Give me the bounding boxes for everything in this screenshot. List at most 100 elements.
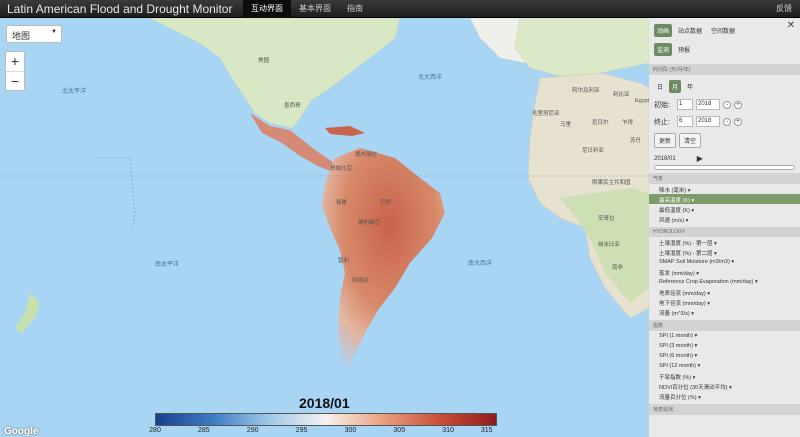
variable-item[interactable]: 最高温度 (K) ▾	[649, 194, 800, 204]
legend-ticks: 280 285 290 295 300 305 310 315	[149, 427, 497, 437]
legend-tick: 310	[442, 427, 454, 434]
label-nigeria: 尼日利亚	[582, 148, 605, 154]
label-egypt: Egypt	[635, 98, 649, 104]
tab-spatial-data[interactable]: 空间数据	[711, 29, 736, 35]
tab-year[interactable]: 年	[687, 85, 694, 91]
label-algeria: 阿尔及利亚	[572, 88, 600, 94]
africa-green-belt	[560, 188, 649, 303]
label-mali: 马里	[560, 122, 572, 128]
section-header: 地表遥测	[649, 404, 800, 415]
start-month-input[interactable]: 1	[677, 99, 693, 110]
label-chad: 乍得	[622, 120, 634, 126]
basemap-value: 地图	[12, 31, 31, 41]
map-view[interactable]: 北太平洋 南太平洋 北大西洋 南大西洋 美國 墨西哥 委內瑞拉 哥倫比亞 秘鲁 …	[0, 18, 649, 437]
label-namibia: 纳米比亚	[598, 242, 621, 248]
variable-item[interactable]: SPI (3 month) ▾	[659, 343, 698, 349]
label-south-africa: 南非	[612, 265, 624, 271]
variable-item[interactable]: 土壤湿度 (%) - 第二层 ▾	[659, 251, 717, 257]
main-nav: 互动界面 基本界面 指南	[243, 0, 371, 18]
variable-item[interactable]: 风速 (m/s) ▾	[659, 218, 689, 224]
legend-tick: 280	[149, 427, 161, 434]
legend-tick: 290	[246, 427, 259, 434]
label-chile: 智利	[338, 258, 350, 264]
variable-item[interactable]: SMAP Soil Moisture (m3/m3) ▾	[659, 259, 735, 265]
end-month-input[interactable]: 6	[677, 116, 693, 127]
south-america-heat	[322, 148, 445, 368]
north-america-landmass	[149, 18, 401, 129]
timeline-slider[interactable]	[654, 165, 795, 170]
tab-guide[interactable]: 指南	[347, 3, 363, 13]
label-north-pacific: 北太平洋	[62, 89, 87, 95]
variable-item[interactable]: 流量百分位 (%) ▾	[659, 395, 701, 401]
variable-item[interactable]: 最低温度 (K) ▾	[659, 208, 695, 214]
zoom-control: + −	[5, 51, 25, 91]
top-navbar: Latin American Flood and Drought Monitor…	[0, 0, 800, 18]
mode-tabs: 动画 站点数据 空间数据	[649, 24, 800, 37]
caret-down-icon: ▼	[51, 29, 57, 35]
plus-icon[interactable]: +	[734, 100, 742, 109]
tab-basic[interactable]: 基本界面	[299, 3, 331, 13]
update-button[interactable]: 更新	[654, 133, 677, 148]
label-mauritania: 毛里塔尼亚	[532, 111, 560, 117]
legend-tick: 305	[393, 427, 406, 434]
zoom-out-button[interactable]: −	[6, 71, 24, 90]
label-niger: 尼日尔	[592, 120, 609, 126]
variable-item[interactable]: NDVI百分位 (30天滑动平均) ▾	[659, 385, 732, 391]
variable-item[interactable]: Reference Crop Evaporation (mm/day) ▾	[659, 279, 758, 285]
tab-station-data[interactable]: 站点数据	[678, 29, 703, 35]
variable-item[interactable]: 干旱指数 (%) ▾	[659, 375, 696, 381]
clear-button[interactable]: 清空	[679, 133, 702, 148]
variable-item[interactable]: SPI (1 month) ▾	[659, 333, 698, 339]
minus-icon[interactable]: -	[723, 117, 731, 126]
feedback-link[interactable]: 反馈	[776, 4, 792, 13]
end-date-row: 终止: 6 2018 - +	[649, 116, 800, 127]
label-libya: 利比亚	[613, 92, 630, 98]
variable-item[interactable]: SPI (6 month) ▾	[659, 353, 698, 359]
sub-tabs: 监测 预报	[649, 43, 800, 56]
legend-date-title: 2018/01	[299, 395, 350, 411]
section-header: 气象	[649, 173, 800, 184]
close-icon[interactable]: ✕	[786, 20, 795, 31]
variable-item[interactable]: 流量 (m^3/s) ▾	[659, 311, 694, 317]
playback-row: 2018/01 ▶	[649, 154, 800, 163]
tab-animation[interactable]: 动画	[654, 24, 673, 37]
europe-landmass	[514, 18, 649, 77]
tab-forecast[interactable]: 预报	[678, 48, 691, 54]
map-canvas	[0, 18, 649, 368]
tab-day[interactable]: 日	[657, 85, 664, 91]
end-year-input[interactable]: 2018	[696, 116, 720, 127]
zoom-in-button[interactable]: +	[10, 53, 20, 69]
section-header: 指数	[649, 320, 800, 331]
legend-colorbar	[155, 413, 497, 426]
variable-item[interactable]: 蒸发 (mm/day) ▾	[659, 271, 700, 277]
variable-item[interactable]: 降水 (毫米) ▾	[659, 188, 691, 194]
tab-month[interactable]: 月	[669, 80, 682, 93]
legend-tick: 300	[344, 427, 357, 434]
label-brazil: 巴西	[380, 200, 392, 206]
label-south-pacific: 南太平洋	[155, 262, 180, 268]
variable-item[interactable]: 地下径流 (mm/day) ▾	[659, 301, 711, 307]
basemap-select[interactable]: 地图 ▼	[6, 25, 62, 43]
legend-tick: 285	[197, 427, 210, 434]
minus-icon[interactable]: -	[723, 100, 731, 109]
app-title[interactable]: Latin American Flood and Drought Monitor	[7, 1, 233, 16]
variable-item[interactable]: SPI (12 month) ▾	[659, 363, 701, 369]
tab-interactive[interactable]: 互动界面	[243, 0, 291, 18]
play-icon[interactable]: ▶	[696, 154, 703, 163]
label-venezuela: 委內瑞拉	[355, 152, 378, 158]
legend-tick: 315	[480, 427, 493, 434]
google-attribution: Google	[4, 426, 39, 437]
cuba-heat	[325, 126, 365, 136]
plus-icon[interactable]: +	[734, 117, 742, 126]
label-colombia: 哥倫比亞	[330, 166, 353, 172]
time-tabs: 日 月 年	[649, 80, 800, 93]
start-year-input[interactable]: 2018	[696, 99, 720, 110]
control-panel: ✕ 动画 站点数据 空间数据 监测 预报 时间段 (天/月/年) 日 月 年 初…	[649, 18, 800, 437]
variable-item[interactable]: 土壤湿度 (%) - 第一层 ▾	[659, 241, 717, 247]
label-argentina: 阿根廷	[352, 278, 369, 284]
tab-monitor[interactable]: 监测	[654, 43, 673, 56]
label-south-atlantic: 南大西洋	[468, 261, 493, 267]
start-date-row: 初始: 1 2018 - +	[649, 99, 800, 110]
label-mexico: 墨西哥	[284, 103, 301, 109]
variable-item[interactable]: 地表径流 (mm/day) ▾	[659, 291, 711, 297]
